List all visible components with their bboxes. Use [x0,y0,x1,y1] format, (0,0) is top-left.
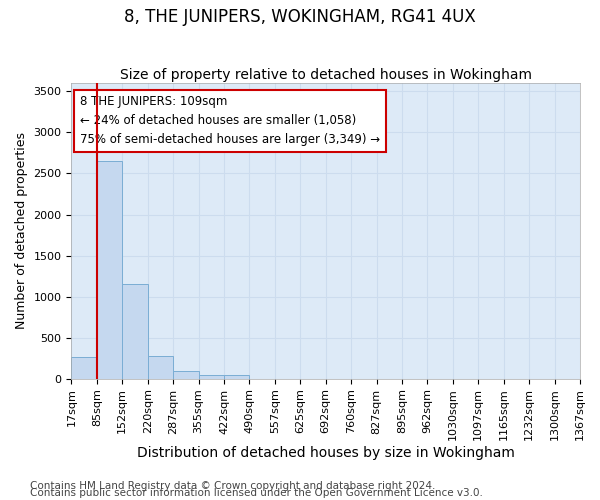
Y-axis label: Number of detached properties: Number of detached properties [15,132,28,330]
Bar [224,374,250,378]
Bar [148,356,173,378]
Text: 8 THE JUNIPERS: 109sqm
← 24% of detached houses are smaller (1,058)
75% of semi-: 8 THE JUNIPERS: 109sqm ← 24% of detached… [80,96,380,146]
Text: 8, THE JUNIPERS, WOKINGHAM, RG41 4UX: 8, THE JUNIPERS, WOKINGHAM, RG41 4UX [124,8,476,26]
Text: Contains public sector information licensed under the Open Government Licence v3: Contains public sector information licen… [30,488,483,498]
X-axis label: Distribution of detached houses by size in Wokingham: Distribution of detached houses by size … [137,446,515,460]
Bar [173,372,199,378]
Bar [122,284,148,378]
Bar [71,356,97,378]
Bar [97,161,122,378]
Bar [199,374,224,378]
Title: Size of property relative to detached houses in Wokingham: Size of property relative to detached ho… [120,68,532,82]
Text: Contains HM Land Registry data © Crown copyright and database right 2024.: Contains HM Land Registry data © Crown c… [30,481,436,491]
